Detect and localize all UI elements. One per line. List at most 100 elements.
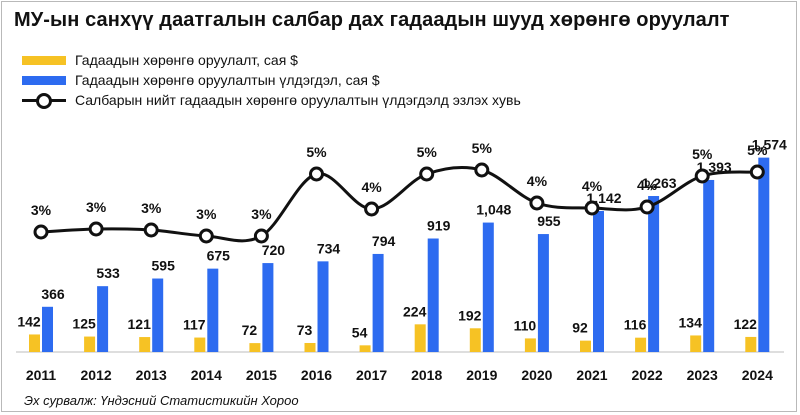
share-point-2024 xyxy=(749,164,765,180)
label-share-2021: 4% xyxy=(582,178,603,194)
share-point-2011 xyxy=(33,224,49,240)
label-stock-2018: 919 xyxy=(427,218,451,234)
legend-label-flow: Гадаадын хөрөнгө оруулалт, сая $ xyxy=(75,52,298,68)
bar-stock-2014 xyxy=(207,268,219,352)
bar-stock-2017 xyxy=(372,253,384,352)
label-flow-2017: 54 xyxy=(352,324,368,340)
bar-flow-2013 xyxy=(139,337,151,352)
legend-label-stock: Гадаадын хөрөнгө оруулалтын үлдэгдэл, са… xyxy=(75,72,380,88)
label-flow-2024: 122 xyxy=(734,316,758,332)
x-tick-2018: 2018 xyxy=(411,367,442,383)
share-point-2015 xyxy=(253,228,269,244)
label-share-2024: 5% xyxy=(747,142,768,158)
x-tick-2016: 2016 xyxy=(301,367,332,383)
bar-stock-2020 xyxy=(537,234,549,352)
label-stock-2014: 675 xyxy=(207,248,231,264)
bar-flow-2017 xyxy=(359,345,371,352)
share-point-2020 xyxy=(529,195,545,211)
label-flow-2019: 192 xyxy=(458,307,482,323)
legend-item-share: Салбарын нийт гадаадын хөрөнгө оруулалты… xyxy=(22,90,521,110)
bar-stock-2018 xyxy=(427,238,439,352)
x-tick-2017: 2017 xyxy=(356,367,387,383)
bar-stock-2015 xyxy=(262,263,274,352)
label-share-2012: 3% xyxy=(86,199,107,215)
x-tick-2011: 2011 xyxy=(26,367,57,383)
bar-flow-2019 xyxy=(469,328,481,352)
x-tick-2022: 2022 xyxy=(632,367,663,383)
bar-flow-2014 xyxy=(194,337,206,352)
share-point-2014 xyxy=(198,228,214,244)
label-share-2020: 4% xyxy=(527,173,548,189)
x-tick-2023: 2023 xyxy=(687,367,718,383)
label-share-2016: 5% xyxy=(306,144,327,160)
source-note: Эх сурвалж: Үндэсний Статистикийн Хороо xyxy=(24,393,299,408)
legend-item-flow: Гадаадын хөрөнгө оруулалт, сая $ xyxy=(22,50,521,70)
x-tick-2020: 2020 xyxy=(521,367,552,383)
bar-flow-2015 xyxy=(249,343,261,352)
bar-stock-2021 xyxy=(593,210,604,352)
label-stock-2011: 366 xyxy=(41,286,65,302)
bar-flow-2018 xyxy=(414,324,426,352)
share-point-2019 xyxy=(474,162,490,178)
label-stock-2015: 720 xyxy=(262,242,286,258)
legend-label-share: Салбарын нийт гадаадын хөрөнгө оруулалты… xyxy=(75,92,521,108)
share-point-2017 xyxy=(364,201,380,217)
bar-flow-2011 xyxy=(29,334,40,352)
label-stock-2020: 955 xyxy=(537,213,561,229)
legend: Гадаадын хөрөнгө оруулалт, сая $ Гадаады… xyxy=(22,50,521,110)
label-flow-2021: 92 xyxy=(572,320,588,336)
share-point-2018 xyxy=(419,166,435,182)
x-tick-2012: 2012 xyxy=(81,367,112,383)
legend-swatch-stock xyxy=(22,75,66,85)
label-stock-2017: 794 xyxy=(372,233,396,249)
share-point-2012 xyxy=(88,221,104,237)
label-share-2022: 4% xyxy=(637,177,658,193)
x-tick-2014: 2014 xyxy=(191,367,222,383)
bar-flow-2016 xyxy=(304,342,316,352)
bar-flow-2020 xyxy=(524,338,536,352)
bar-flow-2012 xyxy=(84,336,96,352)
share-point-2016 xyxy=(309,166,324,182)
label-share-2017: 4% xyxy=(361,179,382,195)
x-tick-2024: 2024 xyxy=(742,367,773,383)
label-share-2013: 3% xyxy=(141,200,162,216)
bar-flow-2024 xyxy=(745,336,757,352)
label-stock-2022: 1,263 xyxy=(642,175,677,191)
bar-stock-2016 xyxy=(317,261,329,352)
label-flow-2023: 134 xyxy=(679,314,703,330)
label-stock-2016: 734 xyxy=(317,240,341,256)
share-point-2022 xyxy=(639,199,655,215)
bar-stock-2024 xyxy=(758,157,770,352)
label-flow-2011: 142 xyxy=(17,313,41,329)
label-stock-2019: 1,048 xyxy=(476,202,511,218)
bar-stock-2012 xyxy=(97,286,109,352)
x-tick-2015: 2015 xyxy=(246,367,277,383)
share-point-2013 xyxy=(143,222,159,238)
label-flow-2014: 117 xyxy=(183,317,206,333)
bar-flow-2022 xyxy=(635,337,647,352)
label-flow-2018: 224 xyxy=(403,303,427,319)
bar-flow-2021 xyxy=(580,340,591,352)
label-flow-2016: 73 xyxy=(297,322,313,338)
x-tick-2013: 2013 xyxy=(136,367,167,383)
bar-stock-2019 xyxy=(482,222,494,352)
label-share-2018: 5% xyxy=(417,144,438,160)
label-share-2014: 3% xyxy=(196,206,217,222)
label-flow-2012: 125 xyxy=(72,316,96,332)
label-share-2023: 5% xyxy=(692,146,713,162)
legend-swatch-flow xyxy=(22,55,66,65)
label-flow-2013: 121 xyxy=(128,316,152,332)
share-point-2023 xyxy=(694,168,710,184)
legend-item-stock: Гадаадын хөрөнгө оруулалтын үлдэгдэл, са… xyxy=(22,70,521,90)
chart-title: МУ-ын санхүү даатгалын салбар дах гадаад… xyxy=(14,9,730,31)
x-tick-2021: 2021 xyxy=(576,367,607,383)
bar-stock-2023 xyxy=(703,179,715,352)
label-flow-2022: 116 xyxy=(624,317,647,333)
legend-swatch-share xyxy=(22,93,66,109)
label-flow-2015: 72 xyxy=(242,322,258,338)
label-share-2011: 3% xyxy=(31,202,52,218)
label-share-2019: 5% xyxy=(472,140,493,156)
bar-stock-2022 xyxy=(648,196,660,352)
